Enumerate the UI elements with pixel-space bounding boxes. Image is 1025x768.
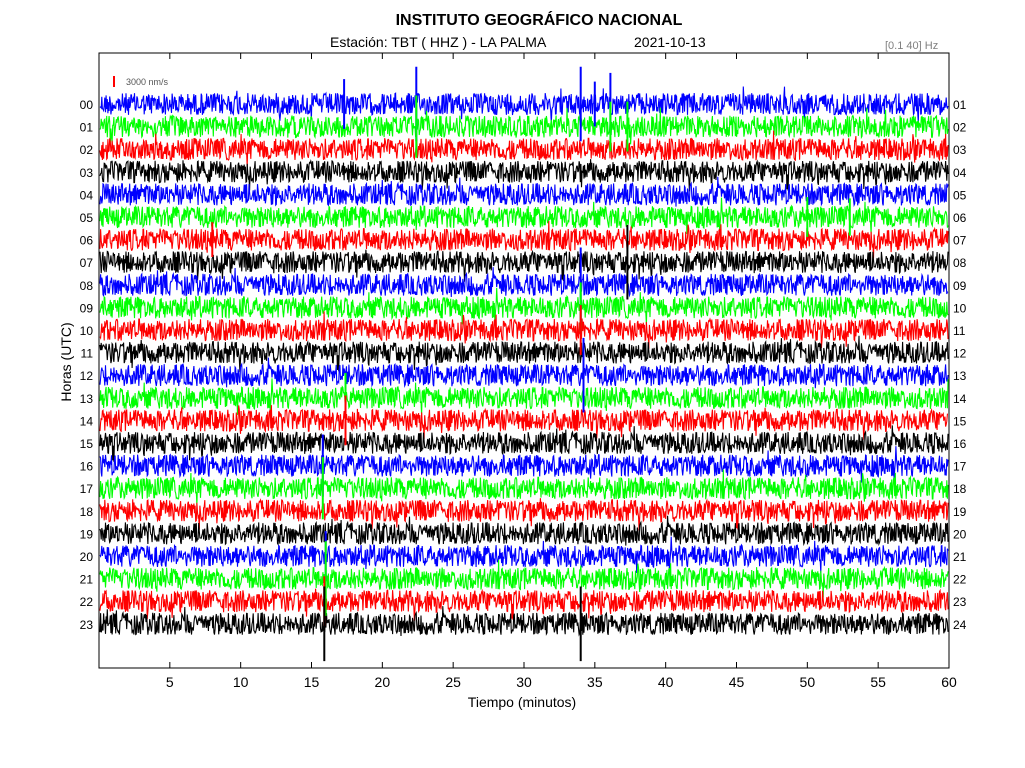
right-hour-label-09: 09 bbox=[953, 279, 967, 293]
right-hour-label-02: 02 bbox=[953, 121, 967, 135]
left-hour-label-15: 15 bbox=[80, 437, 94, 451]
left-hour-label-09: 09 bbox=[80, 301, 94, 315]
event-spikes bbox=[211, 66, 851, 662]
trace-hour-13 bbox=[99, 378, 949, 416]
left-hour-label-05: 05 bbox=[80, 211, 94, 225]
left-hour-label-23: 23 bbox=[80, 618, 94, 632]
trace-hour-08 bbox=[99, 267, 949, 298]
right-hour-label-08: 08 bbox=[953, 256, 967, 270]
date-label: 2021-10-13 bbox=[634, 34, 706, 50]
trace-hour-14 bbox=[99, 405, 948, 440]
y-axis-label: Horas (UTC) bbox=[58, 322, 74, 401]
chart-title: INSTITUTO GEOGRÁFICO NACIONAL bbox=[395, 12, 683, 29]
right-hour-label-12: 12 bbox=[953, 347, 967, 361]
x-tick-label-30: 30 bbox=[516, 674, 532, 690]
x-tick-label-35: 35 bbox=[587, 674, 603, 690]
left-hour-label-14: 14 bbox=[80, 414, 94, 428]
left-hour-label-11: 11 bbox=[81, 347, 94, 361]
x-tick-label-20: 20 bbox=[375, 674, 391, 690]
x-tick-label-25: 25 bbox=[445, 674, 461, 690]
right-hour-label-21: 21 bbox=[953, 550, 967, 564]
trace-hour-20 bbox=[99, 536, 949, 574]
right-hour-label-04: 04 bbox=[953, 166, 967, 180]
left-hour-label-22: 22 bbox=[80, 595, 94, 609]
right-hour-label-17: 17 bbox=[953, 460, 967, 474]
trace-hour-04 bbox=[99, 176, 949, 208]
trace-hour-23 bbox=[99, 606, 949, 637]
right-hour-label-24: 24 bbox=[953, 618, 967, 632]
right-hour-label-06: 06 bbox=[953, 211, 967, 225]
trace-hour-11 bbox=[99, 335, 949, 373]
trace-hour-21 bbox=[99, 559, 949, 598]
x-tick-label-45: 45 bbox=[729, 674, 745, 690]
trace-hour-16 bbox=[99, 446, 949, 483]
right-hour-label-05: 05 bbox=[953, 188, 967, 202]
trace-hour-09 bbox=[99, 287, 949, 325]
trace-hour-02 bbox=[99, 130, 949, 167]
right-hour-label-22: 22 bbox=[953, 573, 967, 587]
x-tick-label-60: 60 bbox=[941, 674, 957, 690]
trace-hour-19 bbox=[99, 515, 949, 547]
right-hour-label-07: 07 bbox=[953, 234, 967, 248]
left-hour-label-13: 13 bbox=[80, 392, 94, 406]
right-hour-label-13: 13 bbox=[953, 369, 967, 383]
right-hour-label-20: 20 bbox=[953, 527, 967, 541]
left-hour-label-03: 03 bbox=[80, 166, 94, 180]
trace-hour-12 bbox=[99, 357, 949, 389]
x-tick-label-15: 15 bbox=[304, 674, 320, 690]
trace-hour-10 bbox=[99, 311, 949, 349]
right-hour-label-10: 10 bbox=[953, 301, 967, 315]
trace-hour-17 bbox=[99, 469, 949, 506]
left-hour-label-18: 18 bbox=[80, 505, 94, 519]
left-hour-label-10: 10 bbox=[80, 324, 94, 338]
trace-hour-01 bbox=[99, 107, 949, 145]
right-hour-label-16: 16 bbox=[953, 437, 967, 451]
filter-band-label: [0.1 40] Hz bbox=[885, 40, 939, 52]
left-hour-label-07: 07 bbox=[80, 256, 94, 270]
trace-hour-07 bbox=[99, 249, 949, 282]
left-hour-label-21: 21 bbox=[80, 573, 94, 587]
trace-hour-03 bbox=[99, 159, 949, 192]
left-hour-labels: 00 01 02 03 04 05 06 07 08 09 10 11 12 13 14 15 16 17 18 19… bbox=[80, 98, 94, 632]
right-hour-labels: 01 02 03 04 05 06 07 08 09 10 11 12 13 14 15 16 17 18 19 20… bbox=[953, 98, 967, 632]
left-hour-label-02: 02 bbox=[80, 143, 94, 157]
x-tick-label-55: 55 bbox=[870, 674, 886, 690]
left-hour-label-06: 06 bbox=[80, 234, 94, 248]
left-hour-label-17: 17 bbox=[80, 482, 94, 496]
scale-label: 3000 nm/s bbox=[126, 77, 169, 87]
left-hour-label-12: 12 bbox=[80, 369, 94, 383]
trace-hour-00 bbox=[99, 86, 949, 124]
trace-hour-15 bbox=[99, 425, 949, 462]
x-tick-label-10: 10 bbox=[233, 674, 249, 690]
x-axis-label: Tiempo (minutos) bbox=[468, 694, 576, 710]
x-tick-label-5: 5 bbox=[166, 674, 174, 690]
left-hour-label-04: 04 bbox=[80, 188, 94, 202]
right-hour-label-11: 11 bbox=[953, 324, 966, 338]
x-tick-label-50: 50 bbox=[800, 674, 816, 690]
right-hour-label-15: 15 bbox=[953, 414, 967, 428]
station-label: Estación: TBT ( HHZ ) - LA PALMA bbox=[330, 34, 547, 50]
left-hour-label-01: 01 bbox=[80, 121, 94, 135]
right-hour-label-18: 18 bbox=[953, 482, 967, 496]
trace-hour-18 bbox=[99, 498, 949, 531]
right-hour-label-23: 23 bbox=[953, 595, 967, 609]
amplitude-scale: 3000 nm/s bbox=[113, 76, 169, 87]
left-hour-label-00: 00 bbox=[80, 98, 94, 112]
x-tick-label-40: 40 bbox=[658, 674, 674, 690]
seismic-traces bbox=[99, 86, 949, 637]
right-hour-label-19: 19 bbox=[953, 505, 967, 519]
right-hour-label-03: 03 bbox=[953, 143, 967, 157]
trace-hour-22 bbox=[99, 588, 949, 621]
x-axis-ticks: 5 10 15 20 25 30 35 40 45 50 55 60 bbox=[166, 53, 957, 690]
left-hour-label-19: 19 bbox=[80, 527, 94, 541]
left-hour-label-20: 20 bbox=[80, 550, 94, 564]
right-hour-label-01: 01 bbox=[953, 98, 967, 112]
left-hour-label-08: 08 bbox=[80, 279, 94, 293]
right-hour-label-14: 14 bbox=[953, 392, 967, 406]
left-hour-label-16: 16 bbox=[80, 460, 94, 474]
